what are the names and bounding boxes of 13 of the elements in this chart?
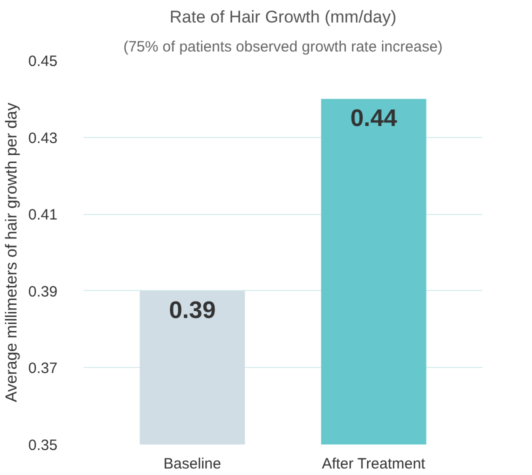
y-tick-label: 0.39 <box>28 283 58 300</box>
y-tick-label: 0.35 <box>28 437 58 454</box>
chart-subtitle: (75% of patients observed growth rate increase) <box>123 38 443 56</box>
x-tick-label: After Treatment <box>322 456 426 472</box>
y-axis-title: Average millimeters of hair growth per day <box>3 102 20 402</box>
chart-title: Rate of Hair Growth (mm/day) <box>170 8 396 26</box>
y-tick-label: 0.43 <box>28 130 58 147</box>
y-tick-label: 0.37 <box>28 360 58 378</box>
data-label: 0.44 <box>350 104 398 132</box>
y-tick-label: 0.41 <box>28 206 58 224</box>
data-label: 0.39 <box>168 296 216 324</box>
x-tick-label: Baseline <box>164 456 222 472</box>
y-tick-label: 0.45 <box>28 53 58 70</box>
